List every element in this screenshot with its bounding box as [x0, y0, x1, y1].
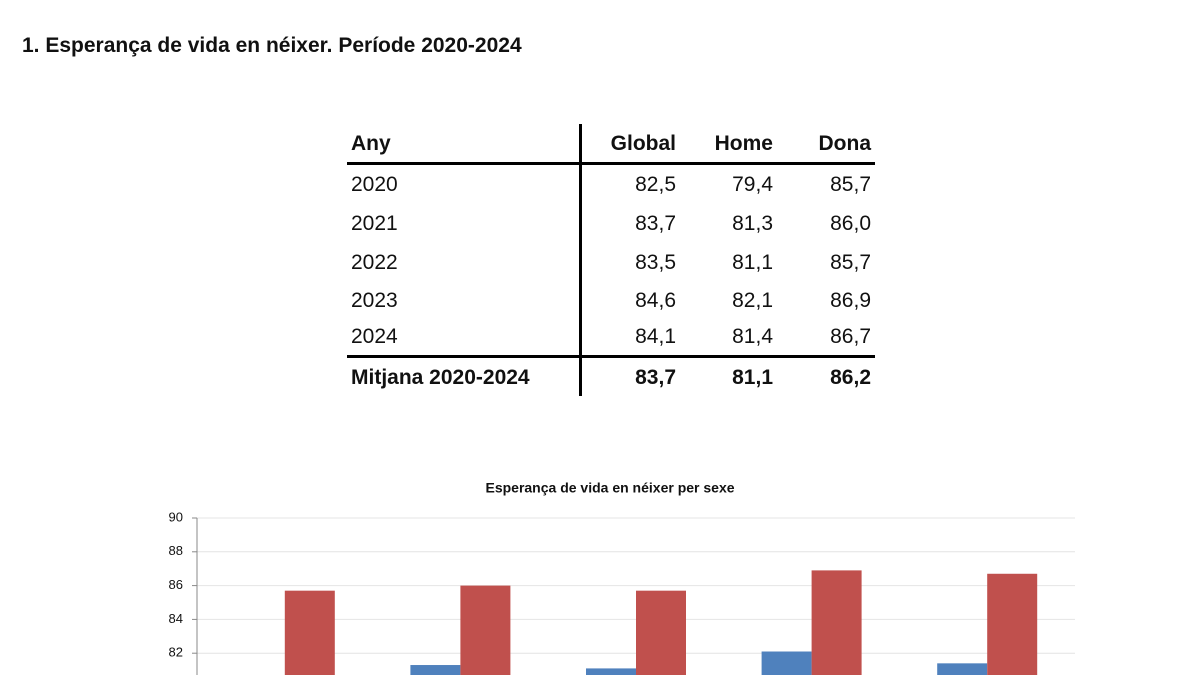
footer-cell: Mitjana 2020-2024	[351, 366, 530, 389]
table-cell: 2020	[351, 173, 398, 196]
table-cell: 83,7	[635, 212, 676, 235]
table-cell: 2021	[351, 212, 398, 235]
bar	[811, 570, 862, 675]
y-tick-label: 88	[169, 543, 183, 558]
header-cell: Home	[714, 132, 773, 155]
heading: 1. Esperança de vida en néixer. Període …	[22, 34, 522, 57]
bar	[284, 590, 335, 675]
y-tick-label: 86	[169, 577, 183, 592]
table-cell: 2023	[351, 289, 398, 312]
bar	[761, 651, 812, 675]
table-cell: 86,9	[830, 289, 871, 312]
table-cell: 84,1	[635, 325, 676, 348]
table-cell: 86,0	[830, 212, 871, 235]
bar	[636, 590, 686, 675]
column-rule	[579, 124, 582, 396]
bar	[460, 585, 511, 675]
table-cell: 82,1	[732, 289, 773, 312]
table-cell: 85,7	[830, 251, 871, 274]
footer-rule	[347, 355, 875, 358]
table-cell: 2022	[351, 251, 398, 274]
footer-cell: 86,2	[830, 366, 871, 389]
header-cell: Any	[351, 132, 391, 155]
table-cell: 81,3	[732, 212, 773, 235]
bar	[410, 665, 461, 675]
table-cell: 84,6	[635, 289, 676, 312]
header-cell: Dona	[818, 132, 872, 155]
table-cell: 86,7	[830, 325, 871, 348]
table-cell: 85,7	[830, 173, 871, 196]
footer-cell: 83,7	[635, 366, 676, 389]
table-cell: 81,1	[732, 251, 773, 274]
header-rule	[347, 162, 875, 165]
table-cell: 79,4	[732, 173, 773, 196]
y-tick-label: 82	[169, 645, 183, 660]
table-cell: 83,5	[635, 251, 676, 274]
bar	[937, 663, 988, 675]
table-cell: 2024	[351, 325, 398, 348]
y-tick-label: 90	[169, 509, 183, 524]
header-cell: Global	[610, 132, 676, 155]
table-cell: 81,4	[732, 325, 773, 348]
footer-cell: 81,1	[732, 366, 773, 389]
bar	[987, 573, 1038, 675]
y-tick-label: 84	[169, 611, 183, 626]
table-cell: 82,5	[635, 173, 676, 196]
bar	[586, 668, 636, 675]
chart-title: Esperança de vida en néixer per sexe	[485, 480, 734, 496]
